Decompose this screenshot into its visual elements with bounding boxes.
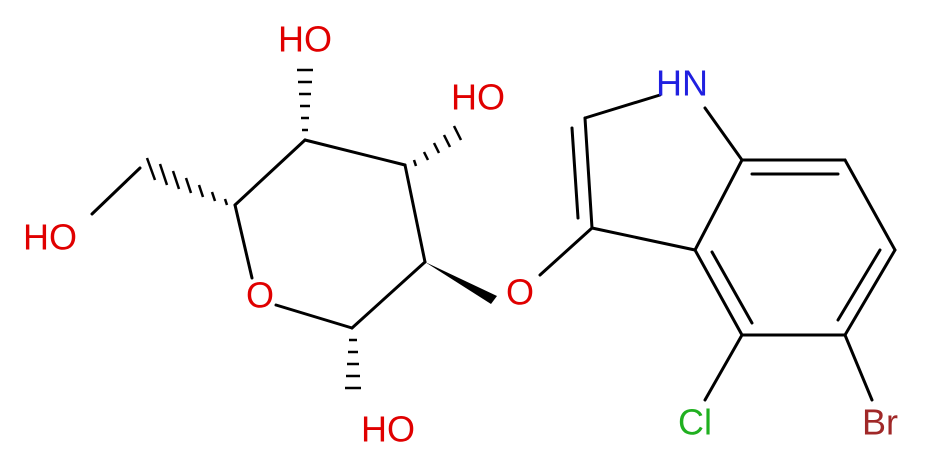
bold-wedge [425,262,497,304]
atom-label: HO [361,409,415,450]
atom-label: HO [23,217,77,258]
atom-label: O [506,272,534,313]
bonds [90,93,897,402]
atom-label: Cl [678,402,712,443]
atom-label: O [246,275,274,316]
atom-label: HO [278,19,332,60]
atom-label: Br [862,402,898,443]
hashed-wedges [145,68,463,390]
atom-label: HO [451,77,505,118]
atom-label: HN [656,63,708,104]
